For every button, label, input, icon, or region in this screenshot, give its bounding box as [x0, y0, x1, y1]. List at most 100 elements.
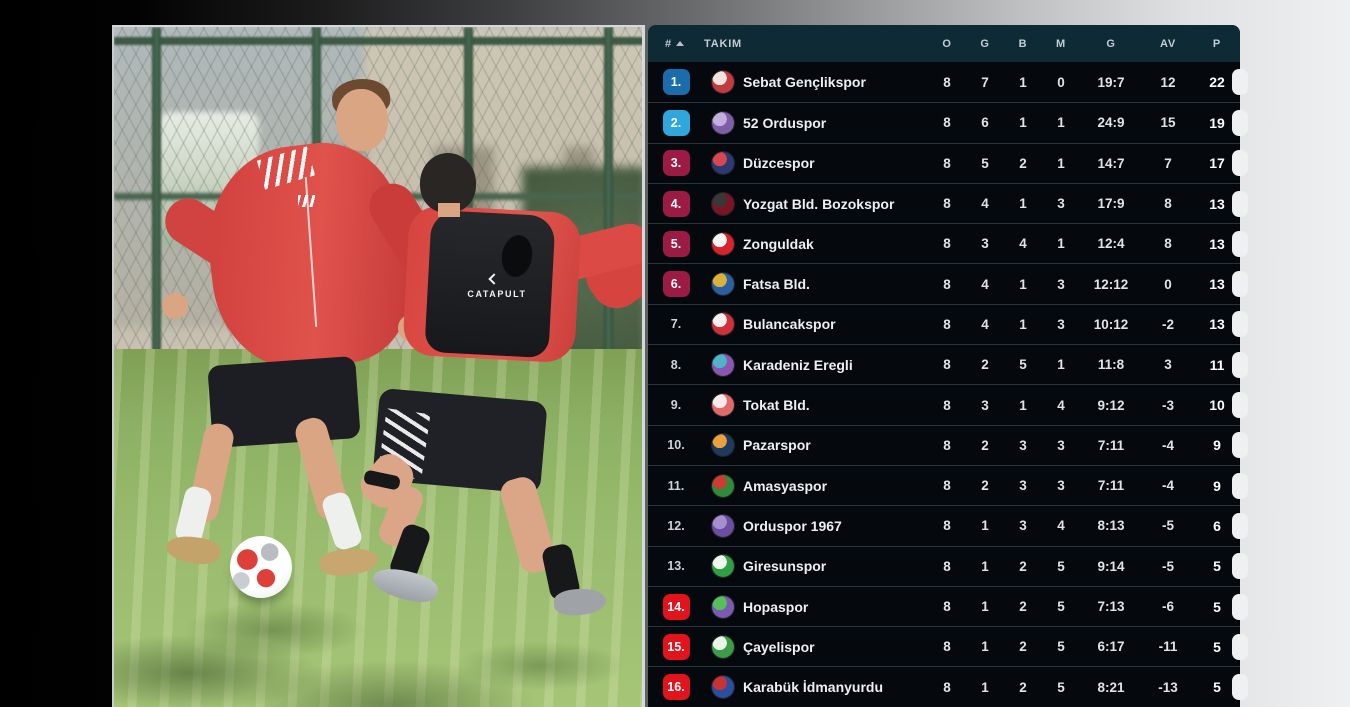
- table-row[interactable]: 7. Bulancakspor 8 4 1 3 10:12 -2 13: [648, 303, 1248, 344]
- stat-losses: 3: [1057, 276, 1065, 292]
- team-name[interactable]: Yozgat Bld. Bozokspor: [743, 195, 895, 212]
- stat-points: 19: [1209, 114, 1225, 131]
- stat-goals: 9:12: [1097, 397, 1125, 413]
- stat-points: 9: [1213, 437, 1221, 454]
- team-name[interactable]: Karadeniz Eregli: [743, 356, 853, 373]
- stat-goals: 9:14: [1097, 558, 1125, 574]
- stat-goals: 7:11: [1097, 478, 1125, 494]
- stat-draws: 2: [1019, 558, 1027, 574]
- column-position-sort[interactable]: #: [648, 38, 704, 50]
- team-name[interactable]: 52 Orduspor: [743, 114, 827, 131]
- team-name[interactable]: Amasyaspor: [743, 477, 828, 494]
- stat-goals: 8:21: [1097, 679, 1125, 695]
- stat-points: 5: [1213, 598, 1221, 615]
- stat-points: 13: [1209, 235, 1225, 252]
- stat-losses: 3: [1057, 478, 1065, 494]
- team-name[interactable]: Karabük İdmanyurdu: [743, 679, 884, 696]
- team-name[interactable]: Fatsa Bld.: [743, 276, 810, 293]
- team-name[interactable]: Tokat Bld.: [743, 397, 810, 414]
- stat-wins: 2: [981, 478, 989, 494]
- team-logo: [712, 595, 734, 618]
- stat-draws: 3: [1019, 478, 1027, 494]
- sort-ascending-icon: [675, 41, 684, 46]
- team-name[interactable]: Zonguldak: [743, 235, 814, 252]
- team-name[interactable]: Çayelispor: [743, 638, 815, 655]
- team-logo: [712, 555, 734, 578]
- stat-played: 8: [943, 518, 951, 534]
- team-name[interactable]: Pazarspor: [743, 437, 811, 454]
- team-name[interactable]: Düzcespor: [743, 155, 815, 172]
- table-row[interactable]: 1. Sebat Gençlikspor 8 7 1 0 19:7 12 22: [648, 62, 1248, 102]
- stat-goal-diff: -6: [1161, 599, 1174, 614]
- stat-draws: 3: [1019, 437, 1027, 453]
- team-logo: [712, 273, 734, 296]
- stat-goal-diff: -11: [1158, 639, 1178, 655]
- form-pill-cut: [1232, 109, 1248, 136]
- team-logo: [712, 152, 734, 175]
- stat-draws: 1: [1019, 74, 1027, 90]
- team-name[interactable]: Hopaspor: [743, 598, 809, 615]
- stat-goals: 7:11: [1097, 437, 1125, 453]
- stat-played: 8: [943, 558, 951, 574]
- table-row[interactable]: 3. Düzcespor 8 5 2 1 14:7 7 17: [648, 142, 1248, 183]
- position-badge: 2.: [662, 109, 690, 136]
- table-row[interactable]: 14. Hopaspor 8 1 2 5 7:13 -6 5: [648, 585, 1248, 626]
- table-row[interactable]: 6. Fatsa Bld. 8 4 1 3 12:12 0 13: [648, 263, 1248, 303]
- stat-wins: 3: [981, 397, 989, 413]
- form-pill-cut: [1232, 230, 1248, 257]
- stat-goals: 14:7: [1097, 155, 1125, 171]
- stat-played: 8: [943, 316, 951, 332]
- stat-wins: 7: [981, 74, 989, 90]
- stat-points: 13: [1209, 276, 1225, 293]
- stat-wins: 1: [981, 518, 989, 534]
- table-row[interactable]: 16. Karabük İdmanyurdu 8 1 2 5 8:21 -13 …: [648, 666, 1248, 706]
- position-badge: 5.: [662, 230, 690, 257]
- team-name[interactable]: Bulancakspor: [743, 316, 836, 333]
- position-badge: 6.: [662, 271, 690, 298]
- stat-goals: 10:12: [1093, 316, 1129, 332]
- position-badge: 14.: [662, 593, 690, 620]
- stat-points: 10: [1209, 397, 1225, 414]
- form-pill-cut: [1232, 69, 1248, 96]
- stat-points: 22: [1209, 74, 1225, 91]
- table-row[interactable]: 11. Amasyaspor 8 2 3 3 7:11 -4 9: [648, 464, 1248, 505]
- stat-played: 8: [943, 115, 951, 131]
- table-row[interactable]: 5. Zonguldak 8 3 4 1 12:4 8 13: [648, 223, 1248, 263]
- stat-goals: 19:7: [1097, 74, 1125, 90]
- form-pill-cut: [1232, 311, 1248, 338]
- team-name[interactable]: Sebat Gençlikspor: [743, 74, 866, 91]
- stat-losses: 3: [1057, 437, 1065, 453]
- team-logo: [712, 353, 734, 376]
- standings-table: # TAKIM O G B M G AV P 1. Sebat Gençliks…: [648, 25, 1248, 707]
- position-column-label: #: [665, 37, 672, 50]
- stat-points: 5: [1213, 679, 1221, 696]
- stat-losses: 4: [1057, 518, 1065, 534]
- form-pill-cut: [1232, 674, 1248, 701]
- table-row[interactable]: 15. Çayelispor 8 1 2 5 6:17 -11 5: [648, 626, 1248, 666]
- stat-points: 13: [1209, 195, 1225, 212]
- stat-goal-diff: -4: [1161, 478, 1174, 494]
- stat-goal-diff: -2: [1161, 316, 1174, 332]
- position-badge: 9.: [670, 398, 682, 413]
- table-row[interactable]: 4. Yozgat Bld. Bozokspor 8 4 1 3 17:9 8 …: [648, 182, 1248, 223]
- position-badge: 3.: [662, 150, 690, 177]
- table-row[interactable]: 9. Tokat Bld. 8 3 1 4 9:12 -3 10: [648, 384, 1248, 424]
- stat-wins: 5: [981, 155, 989, 171]
- vest-brand-text: CATAPULT: [467, 289, 527, 299]
- table-row[interactable]: 8. Karadeniz Eregli 8 2 5 1 11:8 3 11: [648, 344, 1248, 384]
- stat-losses: 1: [1057, 155, 1065, 171]
- stat-wins: 6: [981, 115, 989, 131]
- team-name[interactable]: Orduspor 1967: [743, 517, 842, 534]
- table-row[interactable]: 10. Pazarspor 8 2 3 3 7:11 -4 9: [648, 424, 1248, 465]
- position-badge: 15.: [662, 633, 690, 660]
- stat-losses: 3: [1057, 316, 1065, 332]
- table-row[interactable]: 2. 52 Orduspor 8 6 1 1 24:9 15 19: [648, 102, 1248, 142]
- stat-draws: 1: [1019, 316, 1027, 332]
- table-row[interactable]: 12. Orduspor 1967 8 1 3 4 8:13 -5 6: [648, 505, 1248, 545]
- stat-played: 8: [943, 236, 951, 252]
- team-logo: [712, 394, 734, 417]
- fence-rail-top: [114, 37, 642, 45]
- stat-played: 8: [943, 437, 951, 453]
- team-name[interactable]: Giresunspor: [743, 558, 827, 575]
- table-row[interactable]: 13. Giresunspor 8 1 2 5 9:14 -5 5: [648, 545, 1248, 586]
